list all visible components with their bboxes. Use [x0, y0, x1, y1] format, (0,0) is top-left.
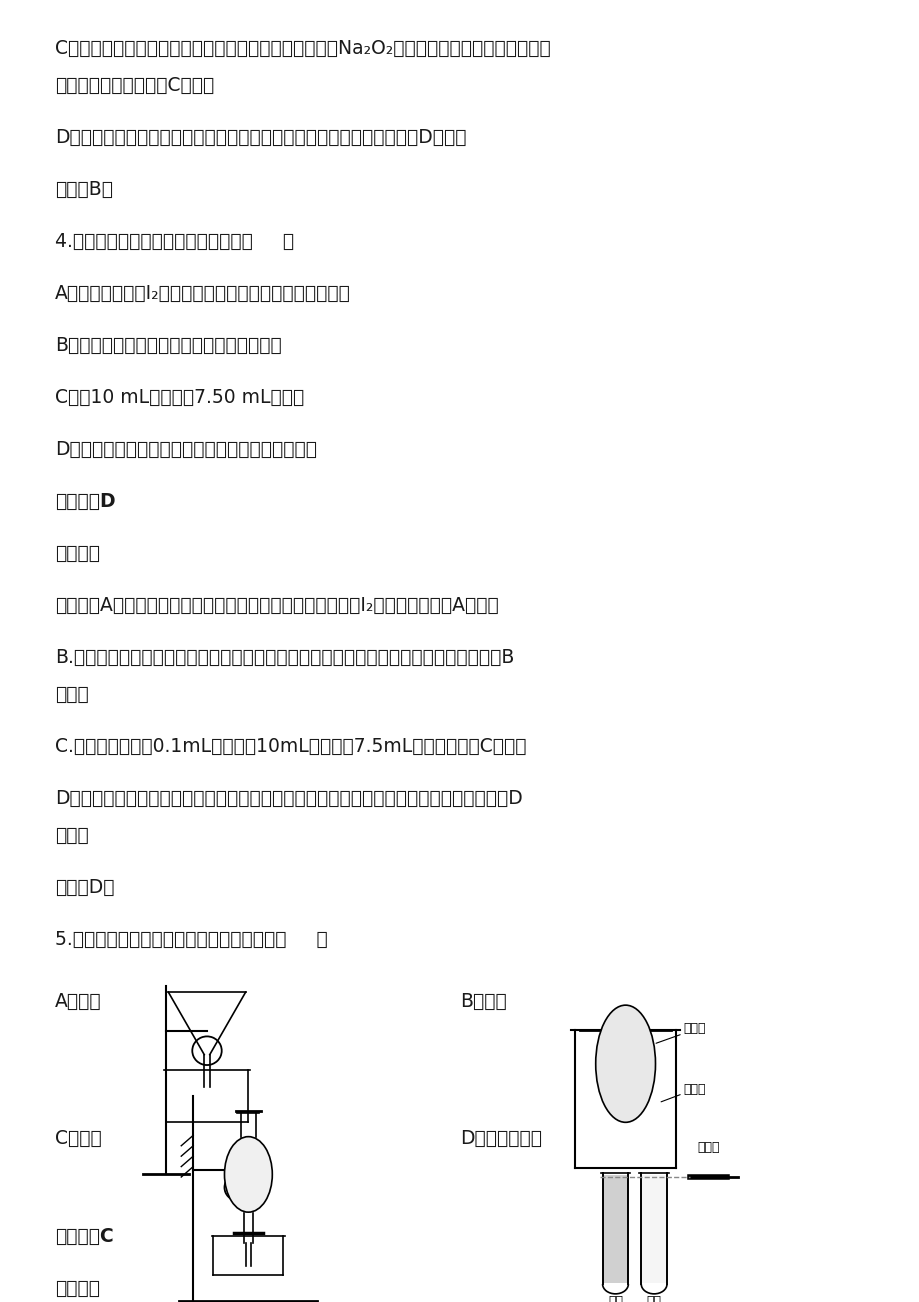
Text: 4.下列化学实验基本操作中正确的是（     ）: 4.下列化学实验基本操作中正确的是（ ）: [55, 232, 294, 251]
FancyBboxPatch shape: [602, 1174, 628, 1282]
Text: 蒸馏水: 蒸馏水: [683, 1083, 706, 1096]
Text: A．从碘水中提取I₂时，向碘水溶液加入酒精进行萃取分液: A．从碘水中提取I₂时，向碘水溶液加入酒精进行萃取分液: [55, 284, 351, 303]
Text: B．渗析: B．渗析: [460, 992, 506, 1012]
Text: 【解析】: 【解析】: [55, 1279, 100, 1298]
Text: D．丁达尔效应: D．丁达尔效应: [460, 1129, 541, 1148]
Text: D．浓硫酸属于溶液，为分散系；但液氯是纯净物，不属于分散系，选项D错误。: D．浓硫酸属于溶液，为分散系；但液氯是纯净物，不属于分散系，选项D错误。: [55, 128, 466, 147]
Text: C．用10 mL量筒量取7.50 mL浓盐酸: C．用10 mL量筒量取7.50 mL浓盐酸: [55, 388, 304, 408]
Text: D．蒸馏操作时，冷凝水从冷凝管的下口进，上口出，冷却水可充满冷凝管，效果好，选项D: D．蒸馏操作时，冷凝水从冷凝管的下口进，上口出，冷却水可充满冷凝管，效果好，选项…: [55, 789, 522, 809]
Ellipse shape: [596, 1005, 655, 1122]
Text: C．萃取: C．萃取: [55, 1129, 102, 1148]
Text: A．过滤: A．过滤: [55, 992, 102, 1012]
Text: 错误；: 错误；: [55, 685, 89, 704]
Text: C.量筒的精确度为0.1mL，可以用10mL量筒量取7.5mL浓盐酸，选项C错误；: C.量筒的精确度为0.1mL，可以用10mL量筒量取7.5mL浓盐酸，选项C错误…: [55, 737, 527, 756]
Text: 5.下列实验与物质微粒大小无直接关系的是（     ）: 5.下列实验与物质微粒大小无直接关系的是（ ）: [55, 930, 327, 949]
FancyBboxPatch shape: [641, 1174, 666, 1282]
Text: 答案选B。: 答案选B。: [55, 180, 113, 199]
Text: 激光笔: 激光笔: [697, 1141, 719, 1154]
Text: 【详解】A．酒精能与水任意比互溶，不能作为从碘水中提取I₂的萃取剂，选项A错误；: 【详解】A．酒精能与水任意比互溶，不能作为从碘水中提取I₂的萃取剂，选项A错误；: [55, 596, 498, 616]
Text: 答案选D。: 答案选D。: [55, 878, 115, 897]
Text: D．蒸馏时，冷凝水从冷凝管下管口进，由上管口出: D．蒸馏时，冷凝水从冷凝管下管口进，由上管口出: [55, 440, 317, 460]
Text: 溶液: 溶液: [646, 1295, 661, 1302]
Text: 胶体: 胶体: [607, 1295, 622, 1302]
Text: 半透膜: 半透膜: [683, 1022, 706, 1035]
Text: B.蒸发皿可直接加热，蒸发操作时，可将蒸发皿放在铁圈上，用酒精灯的外焰加热，选项B: B.蒸发皿可直接加热，蒸发操作时，可将蒸发皿放在铁圈上，用酒精灯的外焰加热，选项…: [55, 648, 514, 668]
Ellipse shape: [224, 1137, 272, 1212]
Text: 【解析】: 【解析】: [55, 544, 100, 564]
Text: 【答案】C: 【答案】C: [55, 1226, 114, 1246]
Text: C．凡是能与酸反应生成盐和水的氧化物为碱性氧化物，Na₂O₂与酸反应生成盐、水和氧气，不: C．凡是能与酸反应生成盐和水的氧化物为碱性氧化物，Na₂O₂与酸反应生成盐、水和…: [55, 39, 550, 59]
Text: 属于碱性氧化物，选项C错误；: 属于碱性氧化物，选项C错误；: [55, 76, 214, 95]
Text: B．蒸发结晶时，蒸发皿应放在石棉网上加热: B．蒸发结晶时，蒸发皿应放在石棉网上加热: [55, 336, 281, 355]
Text: 【答案】D: 【答案】D: [55, 492, 116, 512]
Text: 正确；: 正确；: [55, 825, 89, 845]
